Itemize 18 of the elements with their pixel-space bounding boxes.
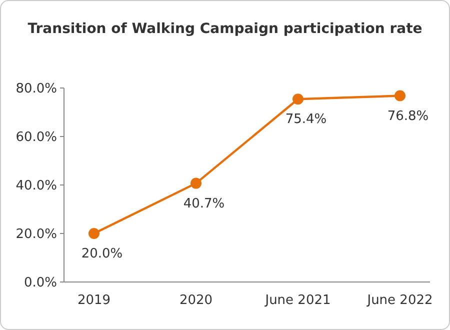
y-tick-label: 40.0% (16, 178, 57, 194)
chart-title: Transition of Walking Campaign participation rate (28, 21, 422, 37)
y-tick-label: 0.0% (24, 276, 57, 291)
point (394, 90, 406, 102)
x-tick-label: 2019 (77, 293, 111, 308)
point (190, 178, 202, 189)
y-tick-label: 80.0% (16, 82, 57, 97)
x-tick-label: June 2022 (366, 293, 433, 308)
x-tick-label: 2020 (179, 293, 213, 308)
data-label: 76.8% (387, 108, 429, 124)
data-label: 40.7% (183, 196, 225, 212)
x-tick-label: June 2021 (264, 293, 331, 308)
data-label: 75.4% (285, 112, 327, 128)
y-tick-label: 60.0% (16, 130, 57, 146)
point (88, 228, 100, 239)
point (292, 94, 304, 105)
y-tick-label: 20.0% (16, 227, 57, 242)
data-label: 20.0% (81, 246, 123, 262)
